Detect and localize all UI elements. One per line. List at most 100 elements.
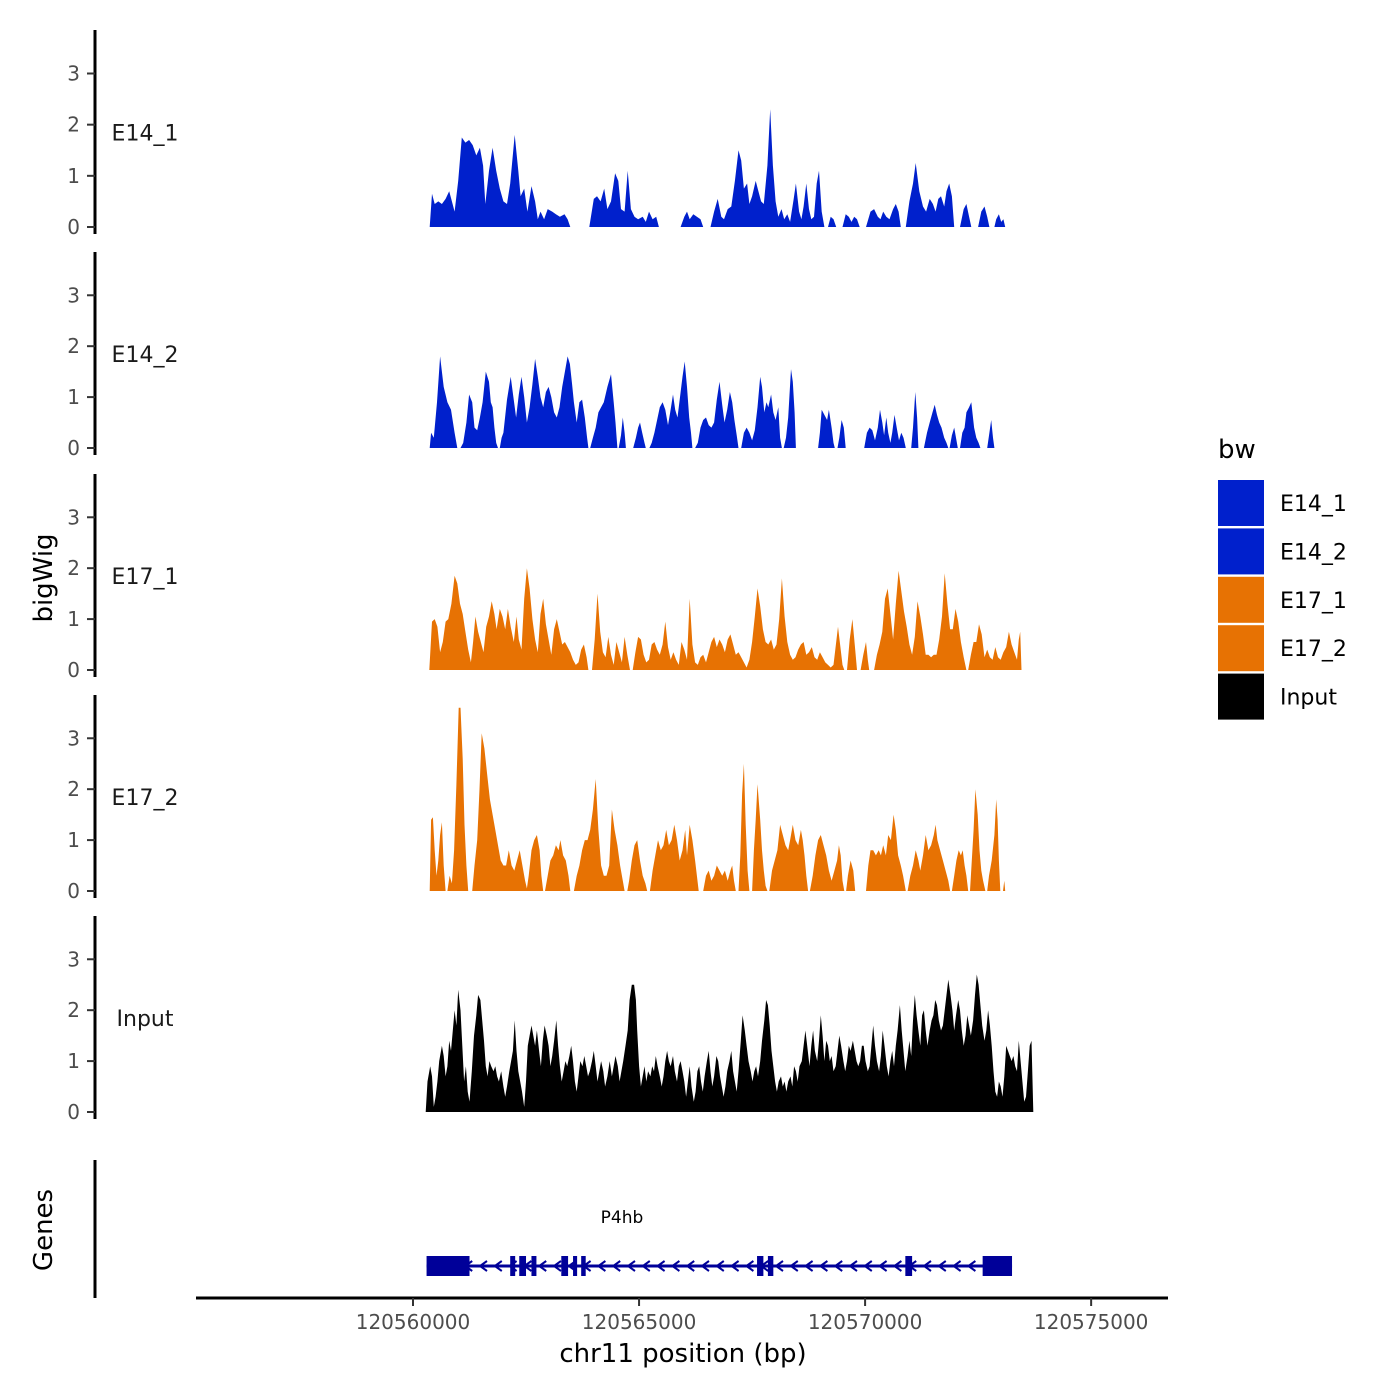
coverage-area-e17_1 [429,568,589,670]
gene-exon [905,1256,913,1276]
coverage-area-e14_2 [864,409,906,448]
track-label: Input [117,1007,174,1032]
gene-exon [426,1256,470,1276]
legend-label: Input [1280,686,1337,711]
coverage-area-e17_2 [447,707,469,891]
legend-swatch [1218,673,1264,720]
track-e14_2: 0 1 2 3 E14_2 [67,252,995,460]
y-axis-title: bigWig [29,533,59,622]
coverage-area-e14_2 [818,409,835,448]
strand-chevron [700,1260,710,1272]
coverage-area-e14_2 [960,402,981,448]
coverage-area-e17_1 [592,593,630,670]
coverage-area-e14_2 [633,422,646,448]
legend-item-input: Input [1218,673,1337,720]
legend-label: E17_2 [1280,637,1347,662]
strand-chevron [744,1260,754,1272]
legend-item-e14_2: E14_2 [1218,528,1347,575]
y-tick-label: 2 [67,998,80,1022]
x-axis: 120560000 120565000 120570000 120575000 [196,1296,1168,1334]
gene-exon [982,1256,1013,1276]
coverage-area-e14_2 [618,417,626,448]
y-tick-label: 1 [67,385,80,409]
coverage-area-e14_1 [866,204,901,227]
strand-chevron [877,1260,888,1272]
coverage-area-e14_2 [837,420,846,448]
track-e14_1: 0 1 2 3 E14_1 [67,30,1006,239]
x-tick-label: 120575000 [1034,1310,1149,1334]
x-tick-label: 120570000 [808,1310,923,1334]
track-input: 0 1 2 3 Input [67,916,1034,1124]
gene-track-title: Genes [29,1189,59,1271]
legend-label: E17_1 [1280,589,1347,614]
coverage-area-input [425,974,1034,1112]
strand-chevron [966,1260,976,1272]
coverage-area-e14_2 [590,374,618,448]
coverage-area-e17_2 [769,824,809,891]
strand-chevron [833,1260,843,1272]
legend-title: bw [1218,435,1256,465]
strand-chevron [937,1260,947,1272]
coverage-area-e14_1 [589,170,659,227]
coverage-area-e17_2 [429,817,446,891]
y-tick-label: 2 [67,556,80,580]
coverage-area-e14_1 [710,109,825,227]
gene-name-label: P4hb [601,1208,644,1228]
y-tick-label: 1 [67,607,80,631]
coverage-area-e14_2 [741,376,782,448]
y-tick-label: 1 [67,828,80,852]
coverage-area-e17_2 [545,840,571,891]
coverage-area-e14_2 [923,404,949,448]
y-tick-label: 3 [67,505,80,529]
track-label: E17_1 [112,565,179,590]
gene-exon [561,1256,569,1276]
gene-exon [573,1256,578,1276]
coverage-area-e17_1 [860,642,870,670]
coverage-area-e14_1 [960,204,972,227]
strand-chevron [848,1260,858,1272]
gene-exon [519,1256,527,1276]
strand-chevron [803,1260,814,1272]
y-tick-label: 3 [67,61,80,85]
coverage-area-e14_2 [499,356,589,448]
coverage-area-e17_2 [738,763,750,891]
legend: bw E14_1 E14_2 E17_1 E17_2 Input [1218,435,1347,720]
coverage-area-e14_1 [828,216,837,227]
track-label: E17_2 [112,786,179,811]
strand-chevron [818,1260,828,1272]
y-tick-label: 3 [67,947,80,971]
strand-chevron [892,1260,902,1272]
y-tick-label: 0 [67,436,80,460]
coverage-area-e17_2 [573,779,625,891]
coverage-area-e14_2 [649,361,693,448]
coverage-area-e17_2 [809,835,845,891]
coverage-area-e17_2 [866,814,906,891]
strand-chevron [922,1260,932,1272]
y-tick-label: 0 [67,879,80,903]
coverage-area-e14_2 [949,427,958,448]
gene-exon [767,1256,774,1276]
strand-chevron [951,1260,962,1272]
coverage-area-e17_2 [907,824,951,891]
y-tick-label: 2 [67,777,80,801]
legend-label: E14_2 [1280,540,1347,565]
strand-chevron [729,1260,740,1272]
coverage-area-e14_2 [783,369,796,448]
y-tick-label: 3 [67,726,80,750]
track-label: E14_1 [112,121,179,146]
gene-exon [581,1256,586,1276]
strand-chevron [641,1260,651,1272]
strand-chevron [670,1260,680,1272]
x-tick-label: 120565000 [582,1310,697,1334]
x-tick-label: 120560000 [356,1310,471,1334]
strand-chevron [537,1260,547,1272]
coverage-area-e17_1 [847,619,857,670]
coverage-tracks: 0 1 2 3 E14_1 0 1 2 3 E14_2 0 1 2 3 E17_1 0 1 2 3 E17_2 0 1 2 3… [67,30,1034,1124]
y-tick-label: 3 [67,283,80,307]
coverage-area-e14_1 [842,214,860,227]
coverage-area-e17_2 [752,784,768,891]
y-tick-label: 1 [67,1049,80,1073]
coverage-area-e14_2 [911,392,919,448]
gene-track: P4hb [93,1160,1013,1298]
coverage-area-e14_1 [994,214,1006,227]
